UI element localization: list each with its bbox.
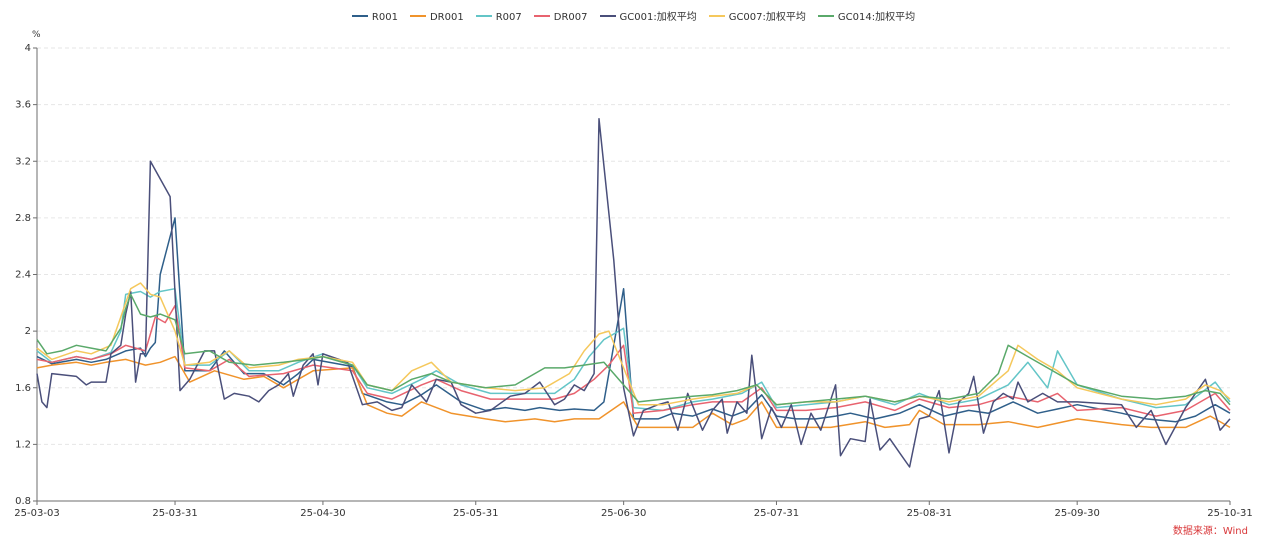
y-tick-label: 1.6 [15,383,31,394]
legend: R001 DR001 R007 DR007 GC001:加权平均 GC007:加权平均 GC… [0,8,1267,23]
y-tick-label: 1.2 [15,439,31,450]
legend-swatch [533,15,550,17]
y-tick-label: 2.8 [15,213,31,224]
y-axis-unit: % [32,30,41,40]
data-source: 数据来源：Wind [1172,526,1248,537]
x-tick-label: 25-09-30 [1054,508,1099,519]
legend-swatch [409,15,426,17]
legend-label: GC007:加权平均 [728,12,806,23]
y-tick-label: 3.2 [15,156,31,167]
legend-item[interactable]: GC001:加权平均 [599,8,697,23]
series-group [36,118,1231,468]
grid-lines [37,47,1230,445]
y-tick-label: 2.4 [15,270,31,281]
axes: 0.8 1.2 1.6 2 2.4 2.8 3.2 3.6 4 25-03-03 25-03-31 2… [14,43,1252,519]
legend-item[interactable]: DR001 [409,12,464,23]
legend-item[interactable]: DR007 [533,12,588,23]
x-tick-label: 25-04-30 [300,508,345,519]
legend-swatch [599,15,616,17]
legend-item[interactable]: GC007:加权平均 [708,8,806,23]
series-line-dr007 [36,304,1231,417]
series-line-dr001 [36,355,1231,429]
x-tick-label: 25-03-03 [14,508,59,519]
x-tick-label: 25-10-31 [1207,508,1252,519]
y-tick-label: 3.6 [15,100,31,111]
legend-swatch [708,15,725,17]
legend-label: GC014:加权平均 [837,12,916,23]
x-tick-label: 25-03-31 [152,508,197,519]
series-line-gc001 [36,118,1231,468]
legend-label: DR007 [553,12,588,23]
legend-item[interactable]: GC014:加权平均 [817,8,916,23]
series-line-gc014 [36,293,1231,406]
series-line-r001 [36,217,1231,423]
y-tick-label: 2 [25,326,31,337]
legend-item[interactable]: R007 [475,12,522,23]
y-tick-label: 0.8 [15,496,31,507]
x-tick-label: 25-06-30 [601,508,646,519]
legend-label: R001 [371,12,398,23]
y-tick-label: 4 [25,43,31,54]
x-tick-label: 25-07-31 [754,508,799,519]
x-tick-label: 25-08-31 [907,508,952,519]
legend-label: GC001:加权平均 [619,12,697,23]
legend-swatch [351,15,368,17]
legend-label: R007 [495,12,522,23]
legend-swatch [475,15,492,17]
series-line-r007 [36,287,1231,412]
legend-swatch [817,15,834,17]
series-line-gc007 [36,282,1231,406]
legend-label: DR001 [429,12,464,23]
x-tick-label: 25-05-31 [453,508,498,519]
legend-item[interactable]: R001 [351,12,398,23]
